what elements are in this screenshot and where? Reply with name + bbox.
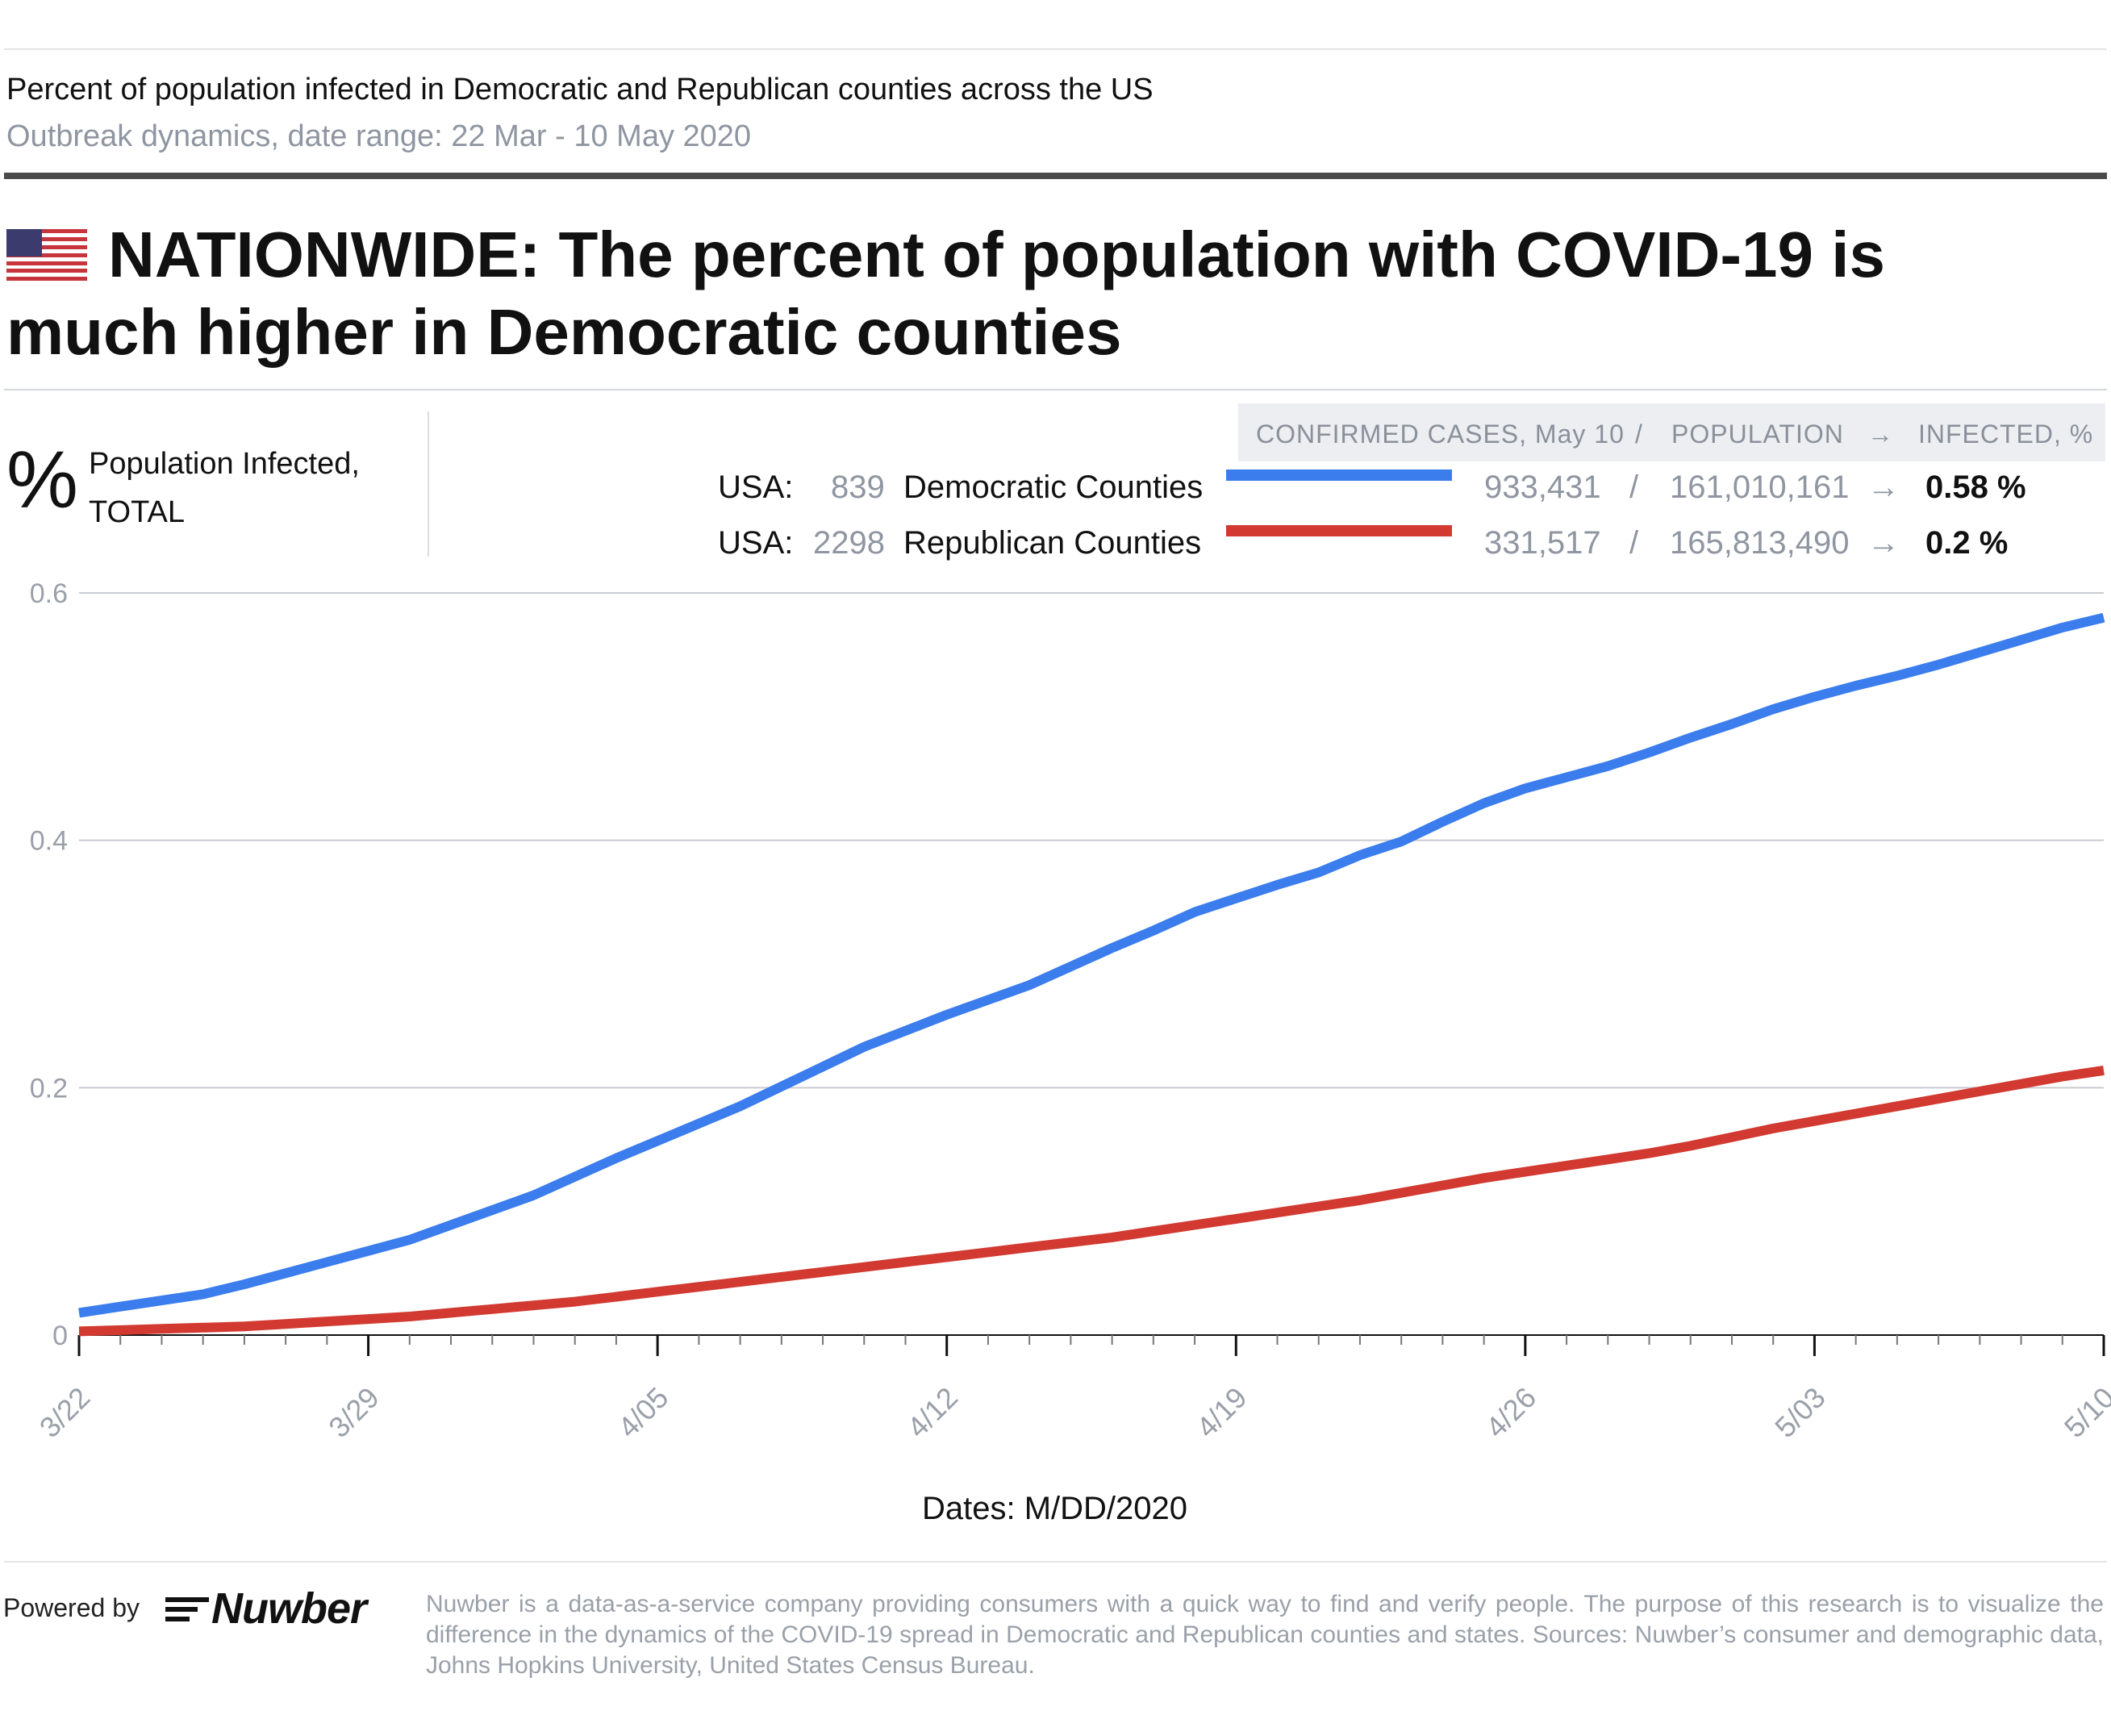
us-flag-icon	[6, 228, 87, 281]
legend-region: USA:	[718, 525, 794, 561]
footnote: Nuwber is a data-as-a-service company pr…	[426, 1591, 2104, 1679]
legend-population: 165,813,490	[1670, 525, 1850, 561]
x-tick-label: 3/29	[322, 1380, 386, 1444]
powered-by-label: Powered by	[3, 1593, 140, 1622]
headline: NATIONWIDE: The percent of population wi…	[6, 216, 2071, 371]
footer-divider	[4, 1561, 2107, 1563]
y-tick-label: 0	[52, 1321, 68, 1351]
y-tick-label: 0.2	[30, 1073, 68, 1104]
legend-series-name: Democratic Counties	[903, 469, 1204, 505]
x-tick-label: 5/03	[1768, 1380, 1832, 1444]
legend-header-arrow: →	[1867, 419, 1894, 449]
headline-text: NATIONWIDE: The percent of population wi…	[6, 219, 1885, 368]
series-line-republican	[78, 1065, 2105, 1337]
x-tick-label: 4/05	[611, 1380, 675, 1444]
x-axis-title: Dates: M/DD/2020	[922, 1491, 1188, 1526]
y-tick-label: 0.6	[30, 578, 68, 609]
legend-header-infected: INFECTED, %	[1918, 419, 2094, 449]
percent-symbol: %	[6, 435, 78, 525]
legend-region: USA:	[718, 469, 794, 505]
section-divider	[4, 389, 2107, 390]
legend-header-population: POPULATION	[1671, 419, 1844, 449]
legend-header-slash: /	[1635, 419, 1643, 449]
legend-cases: 933,431	[1484, 469, 1601, 505]
legend-row-republican: USA: 2298 Republican Counties 331,517 / …	[718, 525, 2089, 574]
legend-swatch-republican	[1226, 525, 1452, 536]
date-range: Outbreak dynamics, date range: 22 Mar - …	[6, 119, 752, 153]
legend-series-name: Republican Counties	[903, 525, 1202, 561]
legend-header-cases: CONFIRMED CASES, May 10	[1256, 419, 1625, 449]
legend-cases: 331,517	[1484, 525, 1601, 561]
x-tick-label: 3/22	[33, 1380, 97, 1444]
y-unit-label: Population Infected, TOTAL	[89, 447, 360, 529]
x-tick-label: 4/19	[1190, 1380, 1254, 1444]
legend-population: 161,010,161	[1670, 469, 1850, 505]
top-divider	[4, 48, 2107, 50]
legend-infected: 0.58 %	[1925, 469, 2026, 505]
label-divider	[428, 411, 429, 557]
legend-slash: /	[1629, 469, 1639, 505]
x-tick-label: 4/12	[900, 1380, 964, 1444]
subtitle: Percent of population infected in Democr…	[6, 73, 1154, 106]
legend-infected: 0.2 %	[1925, 525, 2009, 561]
nuwber-logo: Nuwber	[211, 1584, 367, 1633]
legend-swatch-democratic	[1226, 469, 1452, 481]
header-divider	[4, 173, 2107, 179]
legend-arrow: →	[1867, 469, 1900, 505]
series-line-democratic	[78, 612, 2105, 1318]
line-chart: 0 0.2 0.4 0.6 3/22 3/29 4/05 4/12 4/19 4/26 5/03 5/…	[30, 578, 2111, 1444]
y-tick-label: 0.4	[30, 826, 68, 857]
legend-slash: /	[1629, 525, 1639, 561]
x-tick-label: 4/26	[1479, 1380, 1543, 1444]
x-tick-label: 5/10	[2058, 1380, 2111, 1444]
legend-county-count: 839	[831, 469, 885, 505]
legend-row-democratic: USA: 839 Democratic Counties 933,431 / 1…	[718, 469, 2089, 518]
legend-county-count: 2298	[813, 525, 885, 561]
legend-header: CONFIRMED CASES, May 10 / POPULATION → I…	[1238, 403, 2105, 461]
nuwber-logo-icon	[165, 1597, 209, 1621]
legend-arrow: →	[1867, 525, 1900, 561]
